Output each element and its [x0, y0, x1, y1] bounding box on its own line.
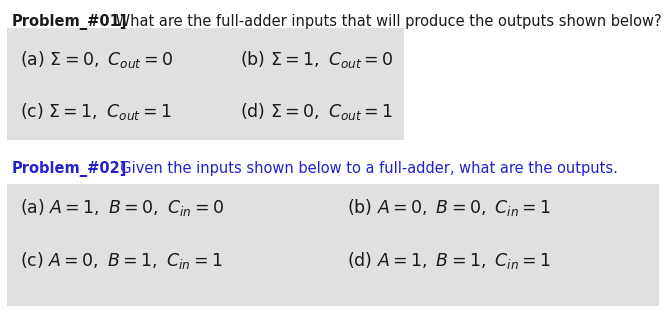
- Text: (b) $\Sigma = 1,\ C_{out} = 0$: (b) $\Sigma = 1,\ C_{out} = 0$: [240, 49, 394, 70]
- FancyBboxPatch shape: [7, 184, 659, 306]
- Text: (c) $A = 0,\ B = 1,\ C_{in} = 1$: (c) $A = 0,\ B = 1,\ C_{in} = 1$: [20, 250, 223, 272]
- Text: Problem_#01]: Problem_#01]: [12, 14, 127, 30]
- Text: What are the full-adder inputs that will produce the outputs shown below?: What are the full-adder inputs that will…: [111, 14, 662, 29]
- Text: (d) $A = 1,\ B = 1,\ C_{in} = 1$: (d) $A = 1,\ B = 1,\ C_{in} = 1$: [347, 250, 551, 272]
- Text: (a) $\Sigma = 0,\ C_{out} = 0$: (a) $\Sigma = 0,\ C_{out} = 0$: [20, 49, 173, 70]
- Text: (c) $\Sigma = 1,\ C_{out} = 1$: (c) $\Sigma = 1,\ C_{out} = 1$: [20, 101, 172, 122]
- Text: (a) $A = 1,\ B = 0,\ C_{in} = 0$: (a) $A = 1,\ B = 0,\ C_{in} = 0$: [20, 197, 224, 218]
- Text: Problem_#02]: Problem_#02]: [12, 161, 127, 177]
- FancyBboxPatch shape: [7, 28, 404, 140]
- Text: (b) $A = 0,\ B = 0,\ C_{in} = 1$: (b) $A = 0,\ B = 0,\ C_{in} = 1$: [347, 197, 551, 218]
- Text: (d) $\Sigma = 0,\ C_{out} = 1$: (d) $\Sigma = 0,\ C_{out} = 1$: [240, 101, 394, 122]
- Text: Given the inputs shown below to a full-adder, what are the outputs.: Given the inputs shown below to a full-a…: [111, 161, 618, 176]
